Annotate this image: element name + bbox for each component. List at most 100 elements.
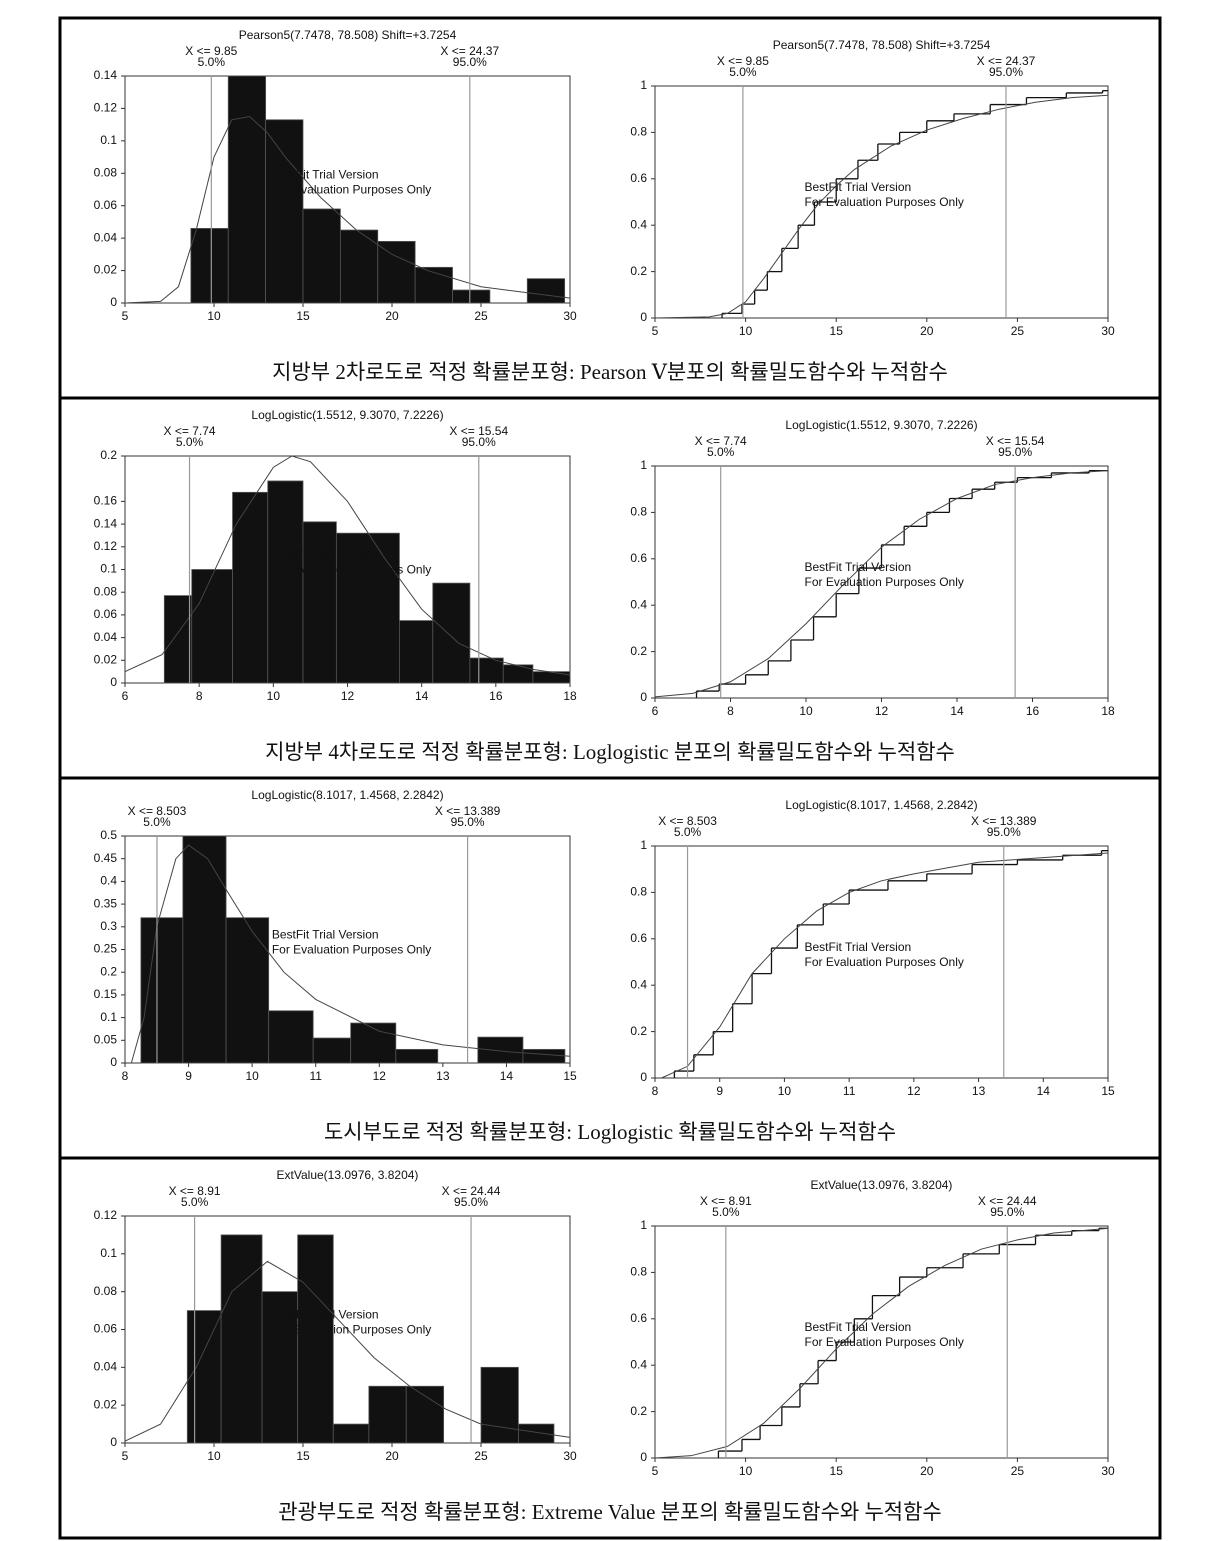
bar [532, 671, 571, 684]
marker-percent: 95.0% [453, 55, 487, 69]
y-tick-label: 0.6 [630, 931, 647, 945]
marker-percent: 95.0% [454, 1195, 488, 1209]
marker-percent: 5.0% [712, 1205, 740, 1219]
marker-label: X <= 7.74 [695, 434, 747, 448]
chart-title: Pearson5(7.7478, 78.508) Shift=+3.7254 [773, 38, 991, 52]
y-tick-label: 0.25 [94, 942, 118, 956]
watermark: For Evaluation Purposes Only [804, 955, 963, 969]
x-tick-label: 30 [563, 1449, 577, 1463]
y-tick-label: 0.05 [94, 1032, 118, 1046]
fitted-curve [124, 1260, 571, 1442]
y-tick-label: 0.2 [630, 1024, 647, 1038]
watermark: For Evaluation Purposes Only [272, 943, 431, 957]
x-tick-label: 8 [196, 689, 203, 703]
bar [140, 917, 184, 1064]
marker-label: X <= 13.389 [435, 804, 501, 818]
bar [265, 119, 304, 304]
x-tick-label: 9 [185, 1069, 192, 1083]
bar [268, 1010, 314, 1064]
caption: 지방부 2차로도로 적정 확률분포형: Pearson Ⅴ분포의 확률밀도함수와… [272, 360, 948, 384]
y-tick-label: 0.16 [94, 494, 118, 508]
marker-percent: 95.0% [451, 815, 485, 829]
y-tick-label: 0.1 [100, 562, 117, 576]
bar [227, 75, 267, 304]
watermark: BestFit Trial Version [272, 1308, 379, 1322]
y-tick-label: 0.8 [630, 505, 647, 519]
x-tick-label: 14 [950, 704, 964, 718]
x-tick-label: 10 [778, 1084, 792, 1098]
y-tick-label: 0.12 [94, 539, 118, 553]
y-tick-label: 0.1 [100, 133, 117, 147]
bar [182, 835, 227, 1064]
marker-percent: 95.0% [990, 1205, 1024, 1219]
x-tick-label: 12 [875, 704, 889, 718]
x-tick-label: 8 [727, 704, 734, 718]
y-tick-label: 0.04 [94, 1360, 118, 1374]
y-tick-label: 0.2 [630, 644, 647, 658]
bar [377, 240, 416, 304]
fitted-curve [661, 852, 1109, 1079]
x-tick-label: 18 [1101, 704, 1115, 718]
x-tick-label: 11 [309, 1069, 322, 1083]
bar [477, 1036, 524, 1064]
marker-percent: 5.0% [707, 445, 735, 459]
marker-label: X <= 7.74 [164, 424, 216, 438]
watermark: For Evaluation Purposes Only [272, 1323, 431, 1337]
bar [522, 1048, 566, 1064]
bar [190, 228, 229, 304]
marker-label: X <= 8.503 [128, 804, 187, 818]
x-tick-label: 10 [245, 1069, 259, 1083]
watermark: BestFit Trial Version [272, 548, 379, 562]
y-tick-label: 0.8 [630, 885, 647, 899]
y-tick-label: 0.6 [630, 1311, 647, 1325]
x-tick-label: 12 [373, 1069, 387, 1083]
x-tick-label: 11 [843, 1084, 856, 1098]
y-tick-label: 0.4 [630, 597, 647, 611]
bar [350, 1022, 397, 1064]
bar [312, 1037, 352, 1064]
x-tick-label: 15 [830, 324, 844, 338]
y-tick-label: 0.06 [94, 607, 118, 621]
watermark: BestFit Trial Version [804, 940, 911, 954]
x-tick-label: 15 [563, 1069, 577, 1083]
caption: 관광부도로 적정 확률분포형: Extreme Value 분포의 확률밀도함수… [278, 1500, 941, 1524]
y-tick-label: 0.08 [94, 1284, 118, 1298]
x-tick-label: 10 [207, 1449, 221, 1463]
bar [186, 1310, 222, 1444]
x-tick-label: 25 [1011, 324, 1025, 338]
y-tick-label: 0.06 [94, 1322, 118, 1336]
chart-title: Pearson5(7.7478, 78.508) Shift=+3.7254 [239, 28, 457, 42]
marker-percent: 5.0% [181, 1195, 209, 1209]
y-tick-label: 0.4 [630, 977, 647, 991]
y-tick-label: 1 [640, 458, 647, 472]
marker-label: X <= 15.54 [986, 434, 1045, 448]
x-tick-label: 8 [652, 1084, 659, 1098]
marker-percent: 95.0% [998, 445, 1032, 459]
y-tick-label: 0.02 [94, 1397, 118, 1411]
bar [502, 664, 534, 684]
fitted-curve [124, 455, 571, 676]
marker-percent: 5.0% [198, 55, 226, 69]
y-tick-label: 0.02 [94, 263, 118, 277]
y-tick-label: 1 [640, 838, 647, 852]
marker-percent: 5.0% [729, 65, 757, 79]
bar [469, 657, 504, 684]
y-tick-label: 0.8 [630, 125, 647, 139]
watermark: For Evaluation Purposes Only [804, 575, 963, 589]
y-tick-label: 0.14 [94, 68, 118, 82]
marker-percent: 95.0% [989, 65, 1023, 79]
marker-label: X <= 24.44 [978, 1194, 1037, 1208]
x-tick-label: 13 [436, 1069, 450, 1083]
y-tick-label: 1 [640, 78, 647, 92]
plot-frame [654, 845, 1109, 1079]
watermark: BestFit Trial Version [804, 560, 911, 574]
y-tick-label: 0 [640, 1450, 647, 1464]
y-tick-label: 0 [640, 1070, 647, 1084]
bar [526, 278, 566, 304]
y-tick-label: 0.1 [100, 1246, 117, 1260]
chart-title: LogLogistic(1.5512, 9.3070, 7.2226) [785, 418, 977, 432]
x-tick-label: 16 [489, 689, 503, 703]
chart-title: LogLogistic(8.1017, 1.4568, 2.2842) [785, 798, 977, 812]
y-tick-label: 0.04 [94, 630, 118, 644]
